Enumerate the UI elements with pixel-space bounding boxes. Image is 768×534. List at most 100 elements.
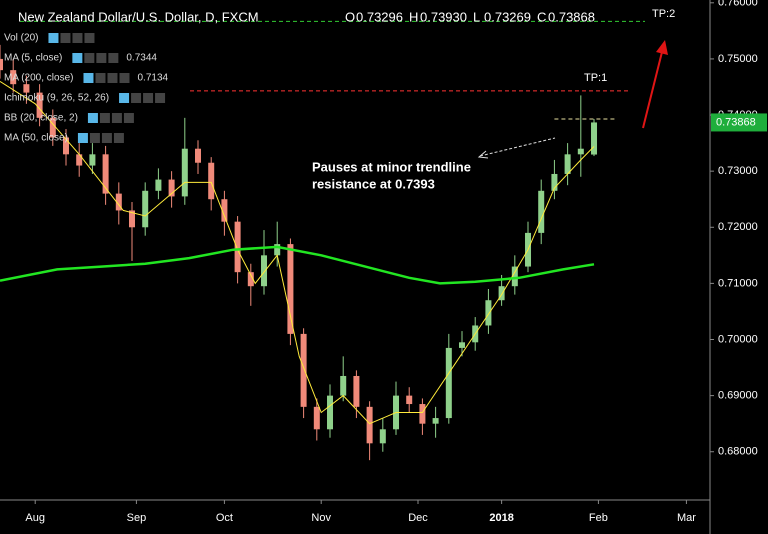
- ohlc-value: 0.73868: [548, 9, 595, 24]
- candle-body: [485, 300, 492, 326]
- candle: [208, 157, 215, 211]
- indicator-value: 0.7344: [126, 53, 157, 64]
- candle-body: [181, 148, 188, 197]
- indicator-icon: [119, 73, 130, 83]
- candle: [49, 109, 56, 146]
- candle-body: [327, 395, 334, 430]
- annotation-pointer: [479, 137, 556, 157]
- candle: [287, 238, 294, 346]
- indicator-icon: [72, 53, 83, 63]
- candle: [340, 356, 347, 402]
- indicator-icon: [95, 73, 106, 83]
- target-arrowhead: [656, 40, 668, 55]
- indicator-icon: [101, 133, 112, 143]
- candle-body: [340, 375, 347, 396]
- x-tick-label: 2018: [489, 512, 513, 524]
- candle: [591, 118, 598, 157]
- candle: [247, 263, 254, 306]
- x-tick-label: Nov: [311, 512, 331, 524]
- candle: [406, 387, 413, 413]
- candle: [23, 75, 30, 104]
- candle: [129, 202, 136, 261]
- candle: [102, 145, 109, 205]
- candle: [511, 255, 518, 295]
- candle-body: [419, 404, 426, 424]
- ohlc-value: 0.73269: [484, 9, 531, 24]
- indicator-icon: [155, 93, 166, 103]
- x-tick-label: Aug: [25, 512, 45, 524]
- indicator-icon: [84, 33, 95, 43]
- candle: [419, 398, 426, 435]
- y-tick-label: 0.70000: [718, 333, 758, 345]
- target-label: TP:1: [584, 72, 607, 84]
- y-tick-label: 0.73000: [718, 165, 758, 177]
- x-tick-label: Feb: [589, 512, 608, 524]
- ohlc-label: C: [537, 9, 546, 24]
- indicator-icon: [84, 53, 95, 63]
- candle-body: [564, 154, 571, 174]
- indicator-icon: [60, 33, 71, 43]
- candle: [76, 143, 83, 177]
- indicator-icon: [48, 33, 59, 43]
- candle: [221, 190, 228, 236]
- annotation-pointer-head: [477, 150, 489, 159]
- candle-body: [49, 117, 56, 138]
- indicator-icon: [108, 53, 119, 63]
- ohlc-label: L: [473, 9, 480, 24]
- indicator-icon: [83, 73, 94, 83]
- candle: [366, 401, 373, 461]
- candle-body: [511, 266, 518, 287]
- candle: [379, 418, 386, 452]
- candle-body: [274, 244, 281, 256]
- candle-body: [115, 193, 122, 211]
- candle-body: [0, 58, 3, 71]
- candle-body: [234, 221, 241, 273]
- candle-body: [432, 418, 439, 424]
- candle-body: [379, 429, 386, 444]
- candle-body: [591, 122, 598, 155]
- ohlc-value: 0.73930: [420, 9, 467, 24]
- candle: [10, 58, 17, 93]
- indicator-icon: [131, 93, 142, 103]
- candle: [261, 230, 268, 295]
- candle: [313, 398, 320, 441]
- candle: [551, 159, 558, 200]
- candle-body: [353, 375, 360, 407]
- candle-body: [129, 210, 136, 228]
- indicator-name: MA (5, close): [4, 53, 62, 64]
- candle-body: [287, 244, 294, 334]
- candle: [181, 117, 188, 205]
- candle-body: [445, 347, 452, 419]
- candle: [538, 179, 545, 245]
- indicator-icon: [143, 93, 154, 103]
- y-tick-label: 0.76000: [718, 0, 758, 9]
- ohlc-label: O: [345, 9, 355, 24]
- candle-body: [36, 92, 43, 118]
- candle-body: [142, 190, 149, 228]
- annotation: Pauses at minor trendline: [312, 159, 471, 174]
- candle: [63, 129, 70, 166]
- x-tick-label: Sep: [127, 512, 147, 524]
- indicator-icon: [89, 133, 100, 143]
- y-tick-label: 0.68000: [718, 446, 758, 458]
- candle: [459, 331, 466, 357]
- candle: [577, 95, 584, 177]
- indicator-line: [0, 245, 595, 285]
- candle-body: [102, 154, 109, 194]
- ohlc-value: 0.73296: [356, 9, 403, 24]
- candle: [168, 171, 175, 208]
- y-tick-label: 0.71000: [718, 277, 758, 289]
- y-tick-label: 0.72000: [718, 221, 758, 233]
- indicator-icon: [107, 73, 118, 83]
- y-tick-label: 0.69000: [718, 390, 758, 402]
- target-arrow: [642, 51, 663, 129]
- candle-body: [577, 148, 584, 155]
- candle-body: [406, 395, 413, 405]
- candle: [432, 406, 439, 438]
- candle-body: [551, 173, 558, 191]
- candle-body: [89, 154, 96, 166]
- candle-body: [498, 286, 505, 301]
- indicator-icon: [77, 133, 88, 143]
